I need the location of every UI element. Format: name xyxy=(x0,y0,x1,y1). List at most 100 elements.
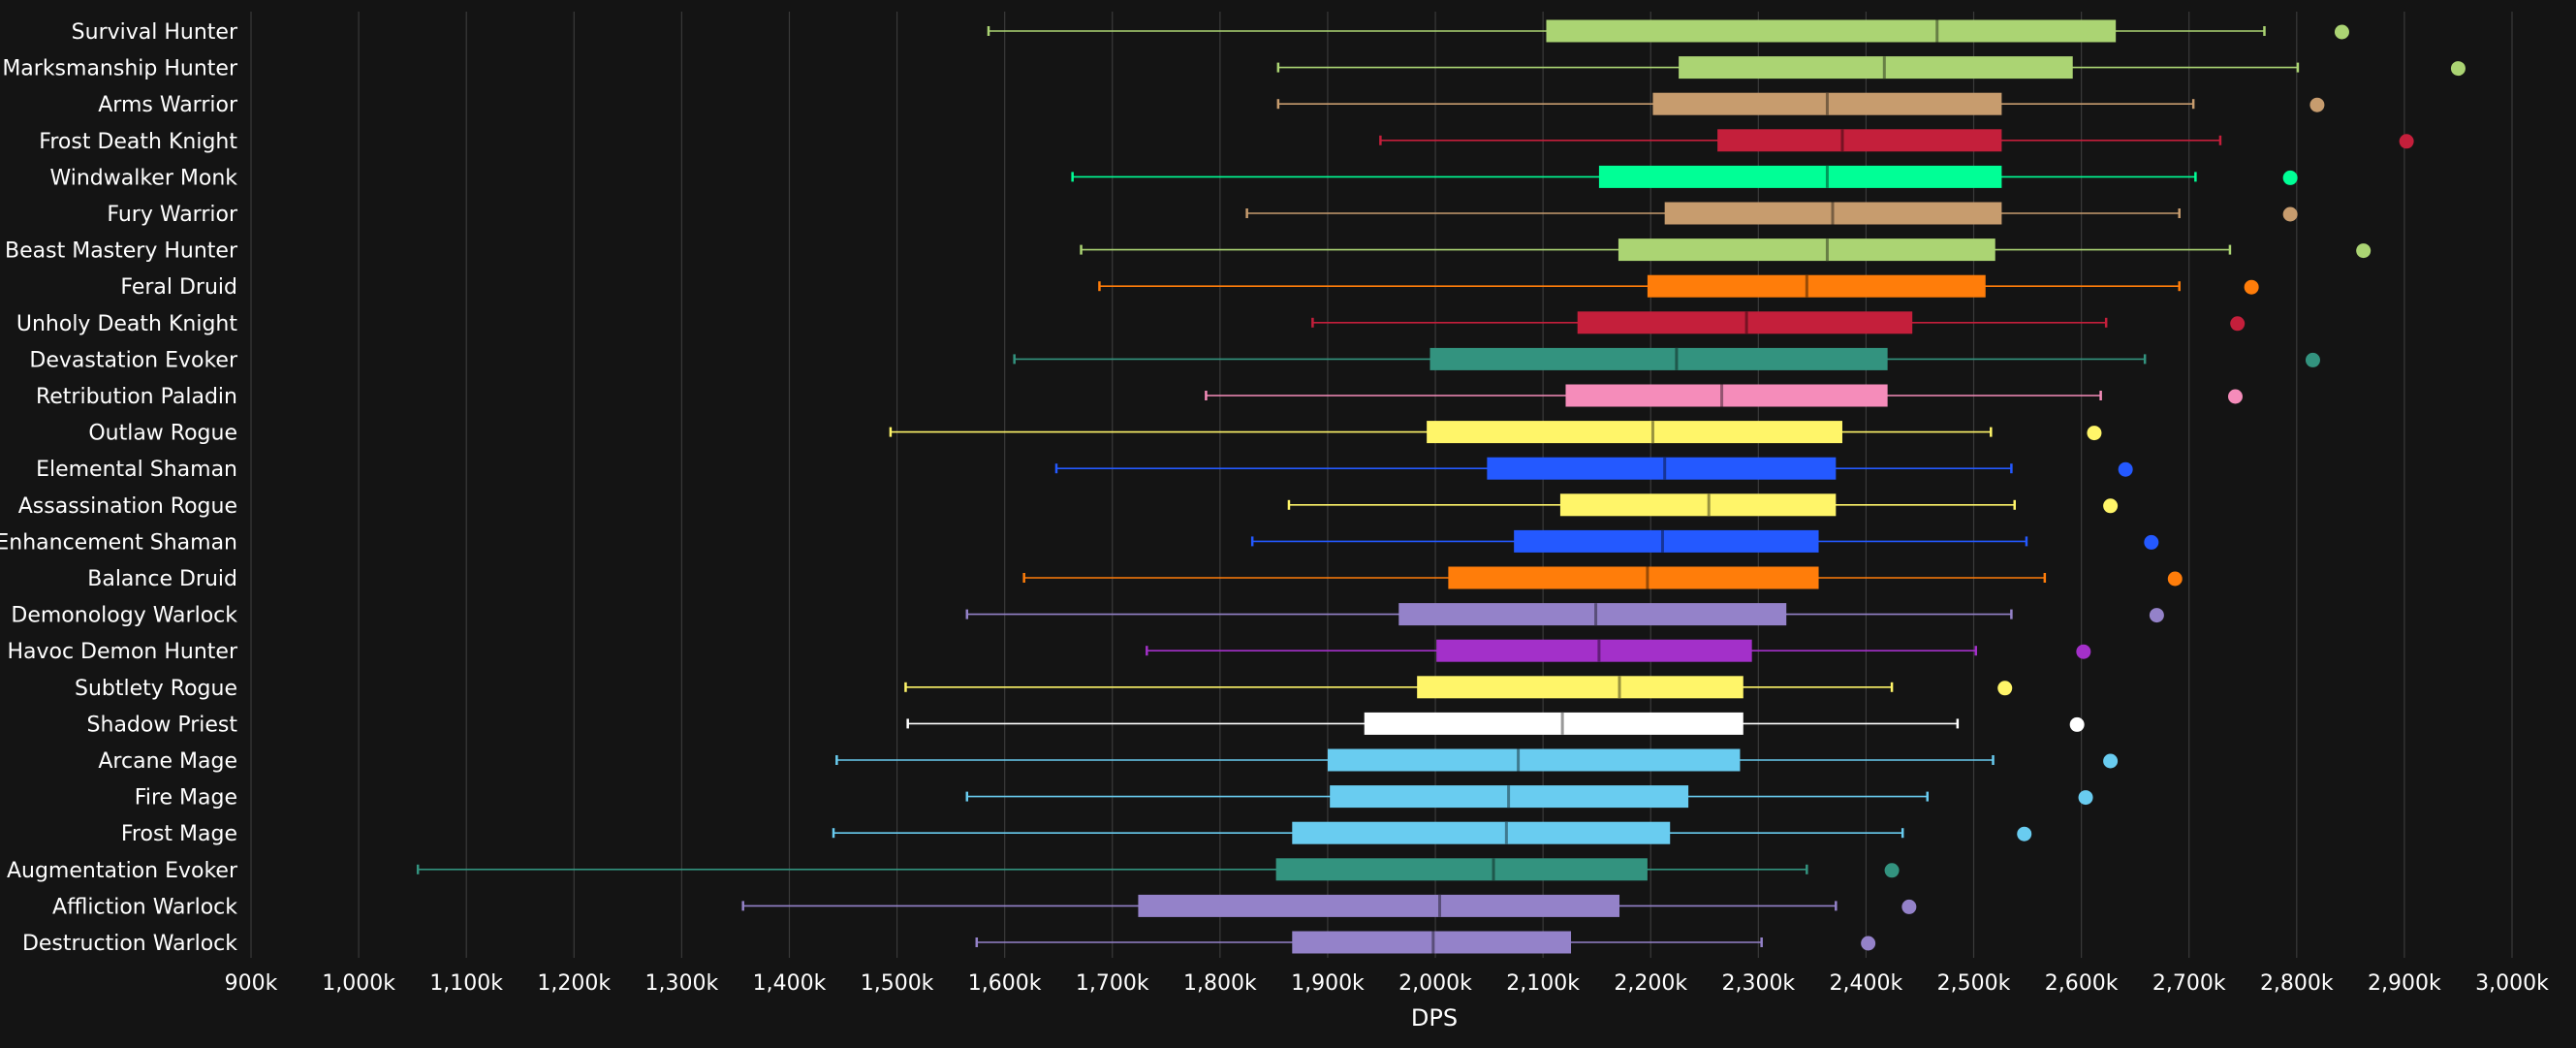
box-row xyxy=(1054,457,2133,480)
x-tick-label: 1,200k xyxy=(537,971,611,996)
box-row xyxy=(1098,274,2259,298)
box-row xyxy=(1013,347,2320,370)
x-tick-label: 1,100k xyxy=(429,971,503,996)
box-iqr xyxy=(1436,639,1752,662)
box-iqr xyxy=(1565,384,1888,407)
box-iqr xyxy=(1398,603,1787,626)
category-label: Feral Druid xyxy=(120,275,237,300)
category-label: Augmentation Evoker xyxy=(7,859,238,883)
box-iqr xyxy=(1275,858,1648,881)
x-tick-label: 1,900k xyxy=(1291,971,1365,996)
outlier-point xyxy=(2282,206,2298,222)
box-iqr xyxy=(1647,274,1986,298)
outlier-point xyxy=(2076,644,2091,659)
box-row xyxy=(1311,311,2246,334)
category-label: Havoc Demon Hunter xyxy=(7,640,237,664)
box-row xyxy=(975,931,1876,954)
x-tick-label: 2,400k xyxy=(1830,971,1903,996)
category-labels: Survival Hunter Marksmanship Hunter Arms W… xyxy=(0,20,238,956)
box-row xyxy=(1250,529,2159,553)
box-row xyxy=(987,19,2349,43)
outlier-point xyxy=(2069,716,2085,732)
x-axis-title: DPS xyxy=(1411,1004,1458,1032)
x-tick-labels: 900k 1,000k 1,100k 1,200k 1,300k 1,400k 1,500k… xyxy=(225,971,2549,996)
x-tick-label: 2,800k xyxy=(2260,971,2334,996)
category-label: Affliction Warlock xyxy=(52,895,237,919)
box-row xyxy=(1146,639,2091,662)
category-label: Elemental Shaman xyxy=(36,458,237,482)
category-label: Shadow Priest xyxy=(87,713,238,737)
outlier-point xyxy=(2356,243,2372,259)
x-tick-label: 1,000k xyxy=(322,971,395,996)
category-label: Demonology Warlock xyxy=(11,604,237,628)
box-row xyxy=(835,748,2119,772)
box-iqr xyxy=(1417,676,1744,699)
x-tick-label: 2,700k xyxy=(2152,971,2226,996)
outlier-point xyxy=(2305,352,2320,367)
category-label: Fire Mage xyxy=(135,786,237,810)
box-iqr xyxy=(1514,529,1819,553)
outlier-point xyxy=(2103,498,2119,514)
outlier-point xyxy=(2078,790,2093,806)
box-iqr xyxy=(1292,931,1572,954)
outlier-point xyxy=(2167,571,2183,587)
box-row xyxy=(1276,56,2466,79)
box-row xyxy=(1276,92,2325,115)
x-tick-label: 1,700k xyxy=(1076,971,1149,996)
box-row xyxy=(965,785,2093,809)
box-row xyxy=(965,603,2164,626)
x-tick-label: 900k xyxy=(225,971,278,996)
x-tick-label: 1,500k xyxy=(861,971,934,996)
outlier-point xyxy=(2450,61,2466,77)
outlier-point xyxy=(2149,608,2164,623)
x-tick-label: 3,000k xyxy=(2475,971,2549,996)
box-iqr xyxy=(1598,165,2002,188)
box-iqr xyxy=(1717,129,2002,152)
outlier-point xyxy=(1997,681,2013,696)
box-row xyxy=(1379,129,2414,152)
x-tick-label: 1,400k xyxy=(753,971,827,996)
box-iqr xyxy=(1448,566,1819,589)
box-series xyxy=(416,19,2466,954)
box-row xyxy=(1080,238,2372,262)
x-tick-label: 2,600k xyxy=(2045,971,2119,996)
outlier-point xyxy=(1884,863,1900,878)
box-row xyxy=(741,894,1917,917)
box-iqr xyxy=(1679,56,2073,79)
box-iqr xyxy=(1577,311,1913,334)
box-iqr xyxy=(1559,493,1837,517)
box-iqr xyxy=(1487,457,1837,480)
box-iqr xyxy=(1429,347,1888,370)
box-row xyxy=(1287,493,2119,517)
box-iqr xyxy=(1327,748,1741,772)
category-label: Fury Warrior xyxy=(107,203,238,227)
outlier-point xyxy=(2399,134,2414,149)
outlier-point xyxy=(2118,461,2133,477)
outlier-point xyxy=(2103,753,2119,769)
box-iqr xyxy=(1364,712,1744,735)
category-label: Arms Warrior xyxy=(98,93,238,117)
box-row xyxy=(889,421,2102,444)
box-row xyxy=(1071,165,2298,188)
box-iqr xyxy=(1138,894,1620,917)
x-tick-label: 2,000k xyxy=(1398,971,1472,996)
category-label: Frost Mage xyxy=(121,822,237,846)
x-tick-label: 2,500k xyxy=(1937,971,2011,996)
outlier-point xyxy=(2144,534,2159,550)
x-tick-label: 2,300k xyxy=(1721,971,1795,996)
box-row xyxy=(1022,566,2183,589)
box-row xyxy=(1205,384,2243,407)
category-label: Arcane Mage xyxy=(98,749,237,774)
box-row xyxy=(832,821,2032,844)
category-label: Enhancement Shaman xyxy=(0,530,237,555)
x-tick-label: 2,200k xyxy=(1614,971,1687,996)
outlier-point xyxy=(1901,899,1917,914)
x-tick-label: 1,300k xyxy=(645,971,719,996)
box-iqr xyxy=(1546,19,2117,43)
x-tick-label: 1,800k xyxy=(1183,971,1257,996)
category-label: Survival Hunter xyxy=(72,20,238,45)
grid-lines xyxy=(250,12,2513,958)
x-tick-label: 2,900k xyxy=(2368,971,2441,996)
